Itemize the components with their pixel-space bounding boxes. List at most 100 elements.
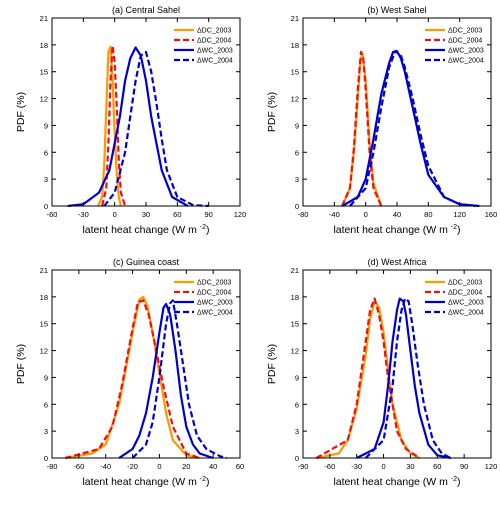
x-axis-label: latent heat change (W m -2)	[333, 476, 460, 488]
y-tick-label: 0	[44, 454, 48, 463]
legend-label-2: ΔWC_2003	[197, 300, 233, 307]
y-tick-label: 9	[44, 373, 48, 382]
y-axis-label: PDF (%)	[266, 92, 278, 132]
x-tick-label: 80	[424, 210, 432, 219]
legend: ΔDC_2003 ΔDC_2004 ΔWC_2003 ΔWC_2004	[425, 280, 484, 317]
y-tick-label: 15	[291, 68, 299, 77]
legend-label-1: ΔDC_2004	[197, 38, 231, 45]
y-axis-label: PDF (%)	[15, 92, 27, 132]
y-tick-label: 6	[295, 148, 299, 157]
x-tick-label: -80	[298, 210, 309, 219]
y-tick-label: 21	[40, 14, 48, 23]
series-line-3	[349, 50, 476, 208]
x-axis-label-close: )	[206, 476, 210, 488]
legend-label-2: ΔWC_2003	[448, 300, 484, 307]
legend-label-3: ΔWC_2004	[197, 58, 233, 65]
y-tick-label: 3	[44, 427, 48, 436]
x-tick-label: 30	[406, 462, 414, 471]
x-tick-label: 0	[113, 210, 117, 219]
x-axis-label-text: latent heat change (W m	[82, 476, 199, 488]
y-tick-label: 6	[44, 148, 48, 157]
x-tick-label: -30	[78, 210, 89, 219]
x-axis-label: latent heat change (W m -2)	[82, 476, 209, 488]
x-axis-label-close: )	[457, 224, 461, 236]
plot-area	[65, 295, 227, 460]
x-tick-label: -60	[73, 462, 84, 471]
panel-title: (d) West Africa	[368, 257, 427, 267]
legend-label-1: ΔDC_2004	[448, 290, 482, 297]
series-line-3	[103, 50, 209, 208]
x-tick-label: 20	[182, 462, 190, 471]
x-axis-label: latent heat change (W m -2)	[82, 224, 209, 236]
x-tick-label: 40	[393, 210, 401, 219]
y-axis-label: PDF (%)	[266, 344, 278, 384]
y-tick-label: 12	[40, 347, 48, 356]
y-tick-label: 18	[291, 41, 299, 50]
y-tick-label: 6	[44, 400, 48, 409]
x-tick-label: 120	[234, 210, 247, 219]
x-tick-label: 160	[485, 210, 498, 219]
legend: ΔDC_2003 ΔDC_2004 ΔWC_2003 ΔWC_2004	[174, 28, 233, 65]
y-tick-label: 9	[295, 121, 299, 130]
plot-frame	[302, 17, 492, 207]
series-line-2	[67, 46, 189, 208]
x-tick-label: 0	[157, 462, 161, 471]
y-tick-label: 0	[295, 454, 299, 463]
y-tick-label: 12	[291, 95, 299, 104]
y-tick-label: 12	[291, 347, 299, 356]
x-axis-label-exponent: -2	[200, 476, 206, 483]
x-axis-label-exponent: -2	[451, 224, 457, 231]
y-tick-label: 15	[291, 320, 299, 329]
legend-label-2: ΔWC_2003	[448, 48, 484, 55]
y-tick-label: 0	[295, 202, 299, 211]
y-tick-label: 21	[291, 266, 299, 275]
chart-panel-2: (c) Guinea coast -80 -60 -40 -20 0 20 40 60 0 3 6 9 1…	[15, 257, 244, 488]
y-tick-label: 6	[295, 400, 299, 409]
legend-label-3: ΔWC_2004	[197, 310, 233, 317]
y-tick-label: 15	[40, 68, 48, 77]
x-axis-label: latent heat change (W m -2)	[333, 224, 460, 236]
plot-area	[315, 297, 452, 460]
y-tick-label: 18	[40, 41, 48, 50]
legend-label-0: ΔDC_2003	[197, 28, 231, 35]
chart-panel-3: (d) West Africa -90 -60 -30 0 30 60 90 120 0 3 6 9 12…	[266, 257, 497, 488]
x-tick-label: 60	[236, 462, 244, 471]
x-tick-label: -40	[100, 462, 111, 471]
legend: ΔDC_2003 ΔDC_2004 ΔWC_2003 ΔWC_2004	[425, 28, 484, 65]
x-tick-label: 0	[364, 210, 368, 219]
x-axis-label-close: )	[457, 476, 461, 488]
x-tick-label: -30	[351, 462, 362, 471]
series-line-1	[315, 297, 421, 459]
series-line-2	[118, 302, 214, 460]
x-axis-label-text: latent heat change (W m	[333, 224, 450, 236]
x-tick-label: -60	[324, 462, 335, 471]
y-tick-label: 18	[40, 293, 48, 302]
y-tick-label: 9	[295, 373, 299, 382]
x-tick-label: -60	[47, 210, 58, 219]
series-line-1	[341, 50, 383, 207]
y-tick-label: 15	[40, 320, 48, 329]
series-line-3	[131, 299, 227, 460]
plot-frame	[302, 269, 492, 459]
legend-label-1: ΔDC_2004	[448, 38, 482, 45]
series-line-1	[65, 299, 201, 460]
y-axis-label: PDF (%)	[15, 344, 27, 384]
plot-area	[341, 50, 480, 208]
y-tick-label: 21	[40, 266, 48, 275]
x-tick-label: -90	[298, 462, 309, 471]
panel-title: (a) Central Sahel	[112, 5, 180, 15]
chart-panel-0: (a) Central Sahel -60 -30 0 30 60 90 120 0 3 6 9 12 1…	[15, 5, 246, 236]
panel-title: (c) Guinea coast	[113, 257, 180, 267]
y-tick-label: 3	[44, 175, 48, 184]
x-tick-label: 40	[209, 462, 217, 471]
x-axis-label-close: )	[206, 224, 210, 236]
plot-frame	[51, 17, 241, 207]
legend-label-3: ΔWC_2004	[448, 310, 484, 317]
panel-title: (b) West Sahel	[367, 5, 426, 15]
series-line-2	[341, 50, 480, 208]
legend-label-1: ΔDC_2004	[197, 290, 231, 297]
x-tick-label: 120	[453, 210, 466, 219]
y-tick-label: 9	[44, 121, 48, 130]
x-tick-label: 90	[204, 210, 212, 219]
